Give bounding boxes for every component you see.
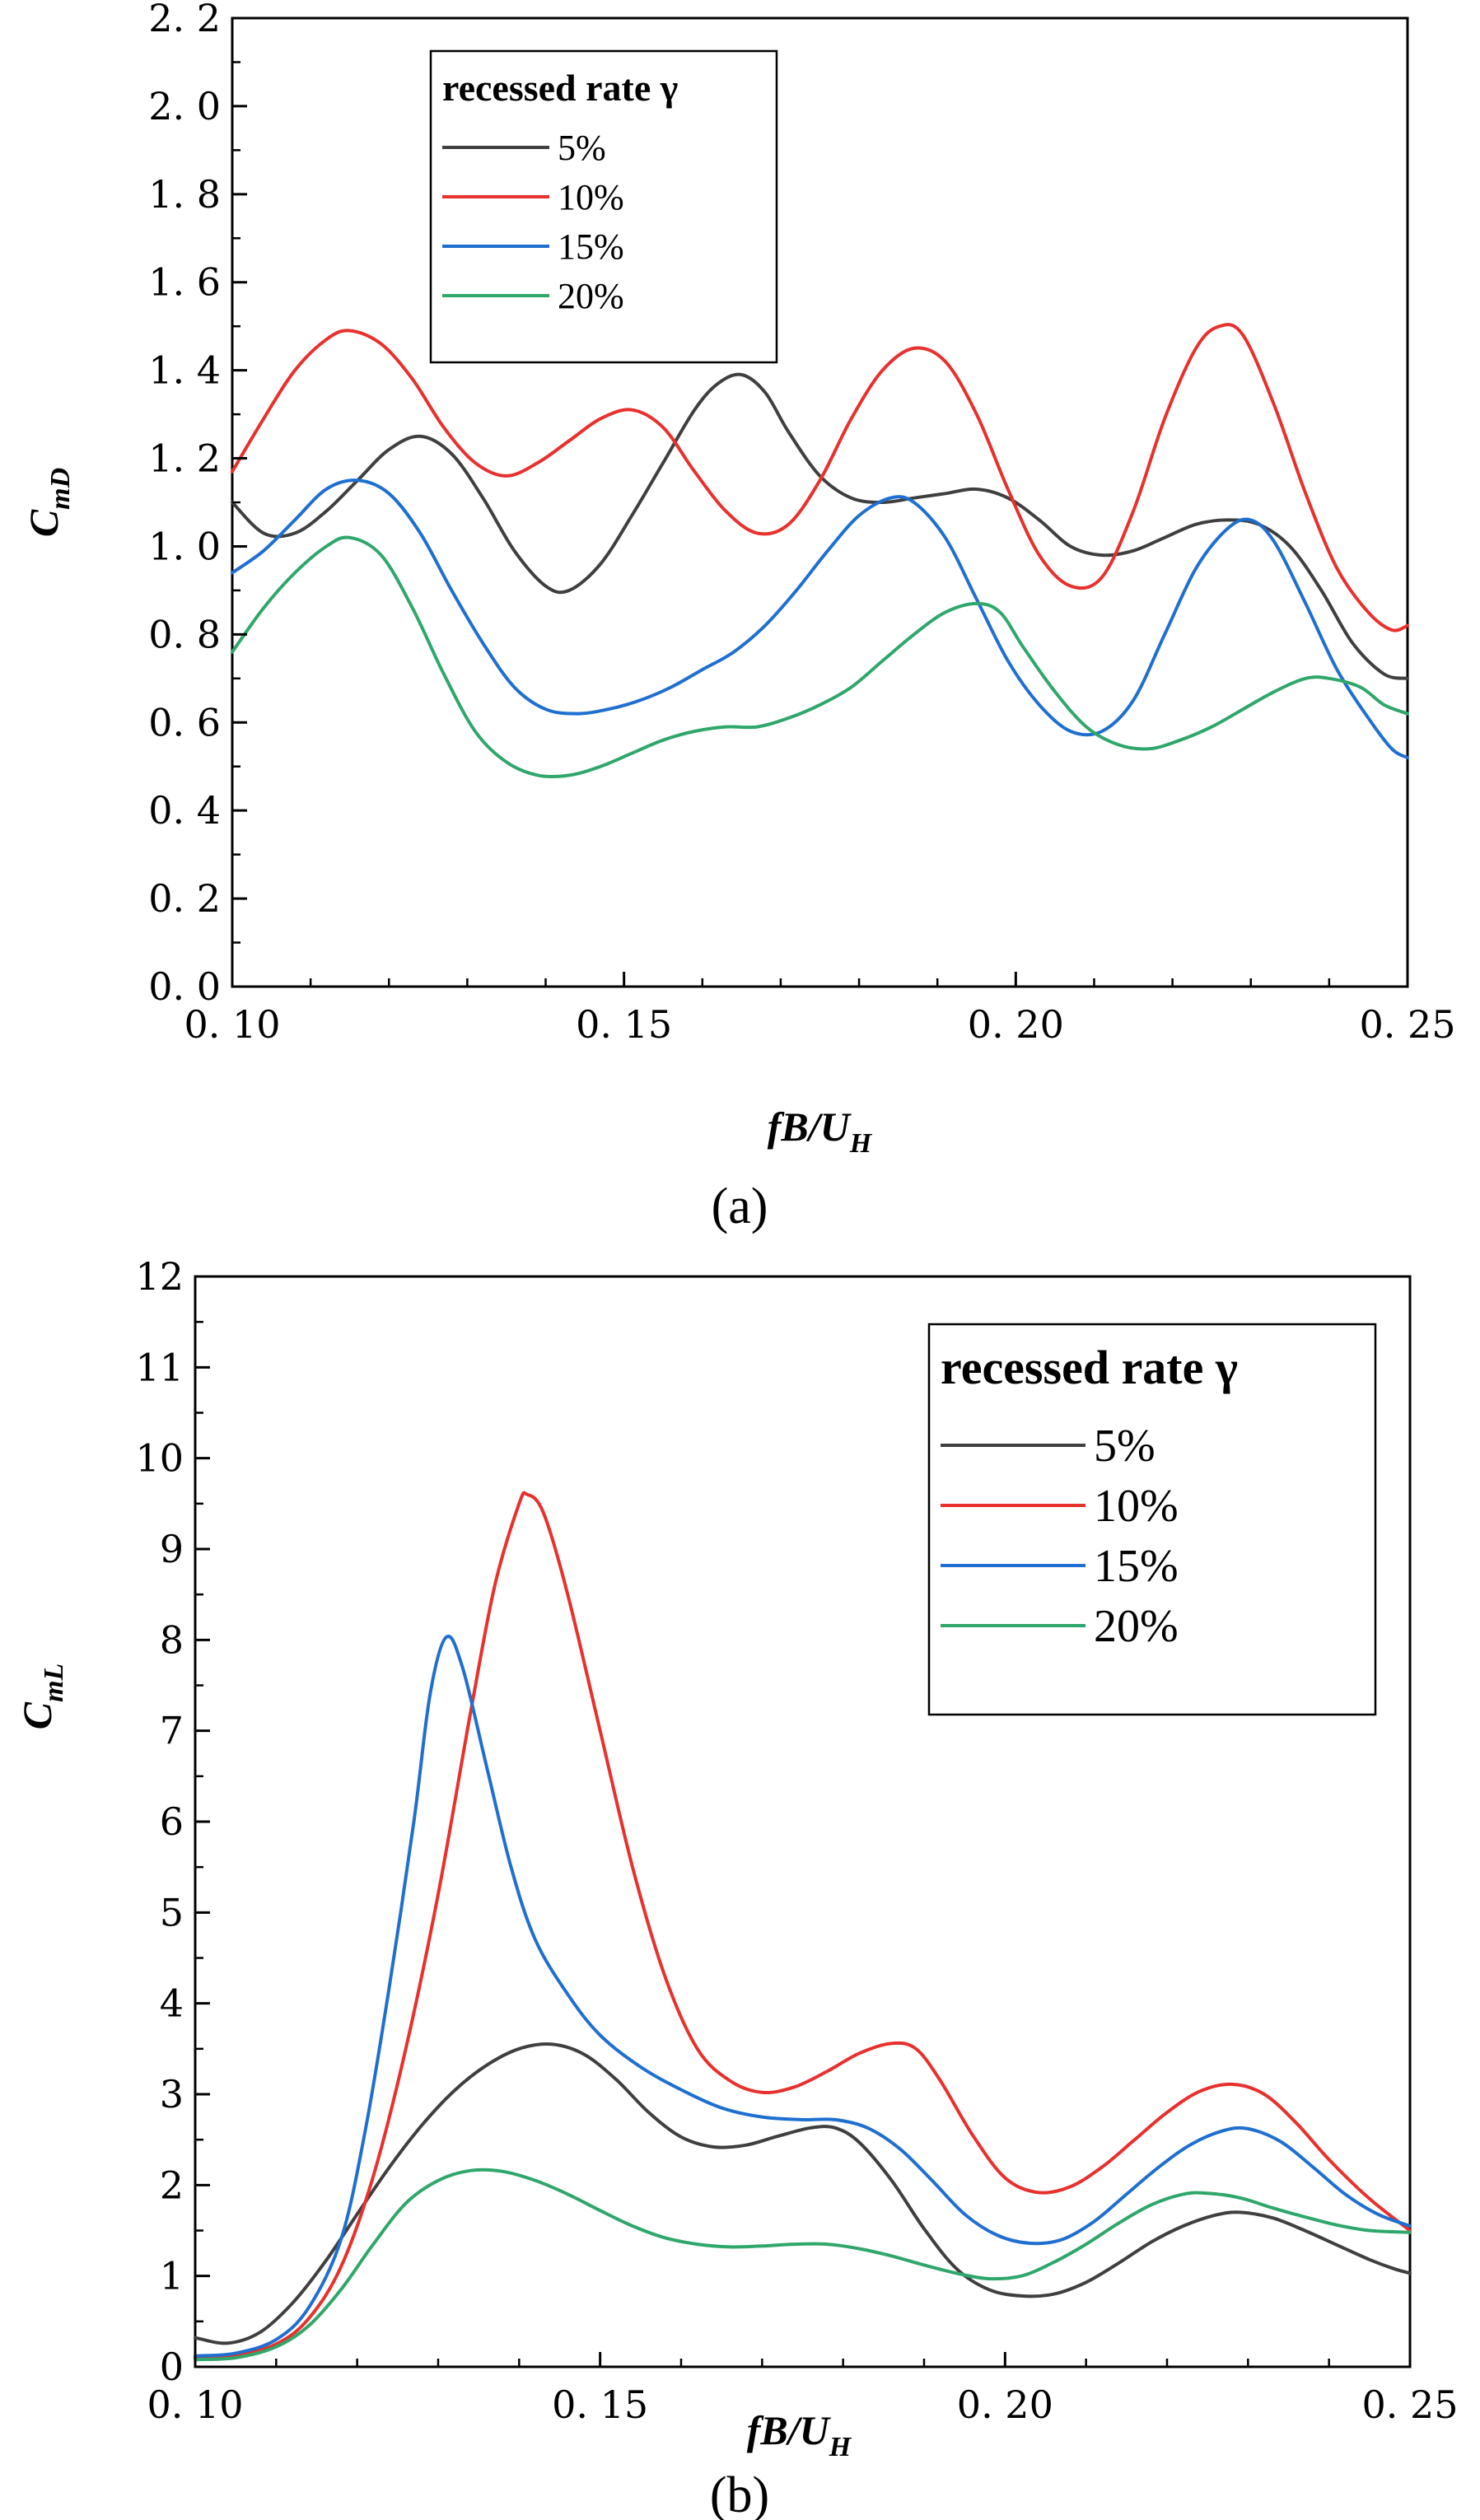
chart-a-series-line-10pct <box>231 323 1409 632</box>
chart-b-y-tick-label: 3 <box>160 2072 184 2116</box>
chart-b-x-axis-title-main: fB/U <box>747 2407 832 2453</box>
chart-a-legend-box <box>429 49 778 364</box>
chart-b-series-line-15pct <box>194 1634 1412 2358</box>
chart-b-y-tick-label: 10 <box>135 1436 184 1481</box>
chart-b-legend-label-5pct: 5% <box>1094 1421 1156 1472</box>
chart-a-legend-label-15pct: 15% <box>558 226 624 267</box>
chart-a-legend: recessed rate γ 5% 10% 15% 20% <box>429 49 778 364</box>
chart-b-y-tick-label: 11 <box>135 1345 184 1389</box>
chart-a-legend-label-20pct: 20% <box>558 276 624 316</box>
chart-a-panel-label: (a) <box>712 1178 768 1234</box>
chart-a-y-axis-title-sub: mD <box>45 468 76 510</box>
chart-b-y-tick-label: 9 <box>160 1527 184 1571</box>
chart-a-x-axis-title-sub: H <box>849 1128 873 1159</box>
chart-b-legend-box <box>927 1323 1377 1716</box>
chart-a-tick-layer: 0. 10 0. 15 0. 20 0. 25 0. 0 0. 2 0. 4 0. 6 0. 8… <box>148 0 1455 1047</box>
chart-b-series-line-20pct <box>194 2168 1412 2362</box>
chart-a-x-axis-title-main: fB/U <box>768 1104 852 1150</box>
chart-b-legend-label-20pct: 20% <box>1094 1601 1179 1652</box>
chart-b-x-axis-title-sub: H <box>829 2432 852 2462</box>
chart-b-y-tick-label: 7 <box>160 1709 184 1753</box>
chart-a-y-tick-label: 0. 0 <box>148 964 221 1009</box>
chart-b-x-tick-label: 0. 25 <box>1361 2382 1458 2427</box>
chart-a-x-tick-label: 0. 25 <box>1359 1002 1455 1047</box>
chart-b-y-axis-title: CmL <box>14 1664 69 1730</box>
chart-b-y-tick-label: 2 <box>160 2163 184 2207</box>
chart-a-y-tick-label: 0. 8 <box>148 612 221 656</box>
chart-b-y-tick-label: 1 <box>160 2254 184 2298</box>
chart-a-y-tick-label: 2. 2 <box>148 0 221 40</box>
chart-b-y-tick-label: 5 <box>160 1890 184 1934</box>
chart-b-legend-title: recessed rate γ <box>941 1341 1238 1394</box>
chart-b-legend-label-10pct: 10% <box>1094 1481 1179 1532</box>
chart-a-y-tick-label: 1. 6 <box>148 260 221 305</box>
chart-b-x-tick-label: 0. 15 <box>552 2382 648 2427</box>
chart-a-x-axis-title: fB/UH <box>768 1104 873 1159</box>
chart-a-y-tick-label: 1. 4 <box>148 348 221 393</box>
chart-b-y-tick-label: 12 <box>135 1254 184 1299</box>
chart-b-panel-label: (b) <box>710 2467 769 2520</box>
chart-a-x-tick-label: 0. 15 <box>576 1002 672 1047</box>
chart-a-series-layer <box>231 323 1409 779</box>
chart-b-x-axis-title: fB/UH <box>747 2407 852 2462</box>
chart-b-y-tick-label: 6 <box>160 1799 184 1844</box>
chart-a-y-tick-label: 0. 4 <box>148 788 221 833</box>
chart-a-series-line-5pct <box>231 372 1409 680</box>
chart-b-x-tick-label: 0. 20 <box>957 2382 1053 2427</box>
chart-a-series-line-15pct <box>231 478 1409 759</box>
chart-a-y-tick-label: 0. 6 <box>148 700 221 744</box>
chart-a-y-axis-title-main: C <box>21 509 67 537</box>
chart-a-legend-title: recessed rate γ <box>442 67 678 109</box>
chart-b-y-tick-label: 0 <box>160 2345 184 2389</box>
chart-a-y-tick-label: 2. 0 <box>148 84 221 128</box>
chart-a-y-tick-label: 1. 2 <box>148 436 221 481</box>
chart-a-y-tick-label: 1. 8 <box>148 172 221 217</box>
chart-a-y-tick-label: 0. 2 <box>148 876 221 921</box>
chart-b-legend-label-15pct: 15% <box>1094 1541 1179 1592</box>
chart-b-legend: recessed rate γ 5% 10% 15% 20% <box>927 1323 1377 1716</box>
chart-a-legend-entries: 5% 10% 15% 20% <box>442 128 624 316</box>
chart-b-series-line-5pct <box>194 2042 1412 2345</box>
chart-b-y-tick-label: 4 <box>160 1981 184 2026</box>
chart-a-y-axis-title: CmD <box>21 468 76 537</box>
chart-b-x-tick-label: 0. 10 <box>147 2382 243 2427</box>
chart-b-series-layer <box>194 1491 1412 2362</box>
chart-b-y-axis-title-main: C <box>14 1701 60 1729</box>
chart-a-x-tick-label: 0. 20 <box>968 1002 1064 1047</box>
chart-b-y-axis-title-sub: mL <box>39 1664 69 1702</box>
chart-a-legend-label-10pct: 10% <box>558 177 624 217</box>
chart-b-y-tick-label: 8 <box>160 1617 184 1662</box>
chart-b-series-line-10pct <box>194 1491 1412 2359</box>
chart-a-x-tick-label: 0. 10 <box>184 1002 280 1047</box>
chart-a-y-tick-label: 1. 0 <box>148 524 221 568</box>
chart-a: 0. 10 0. 15 0. 20 0. 25 0. 0 0. 2 0. 4 0. 6 0. 8… <box>21 0 1456 1234</box>
chart-a-legend-label-5pct: 5% <box>558 128 606 168</box>
chart-b-legend-entries: 5% 10% 15% 20% <box>941 1421 1179 1652</box>
chart-a-series-line-20pct <box>231 535 1409 779</box>
